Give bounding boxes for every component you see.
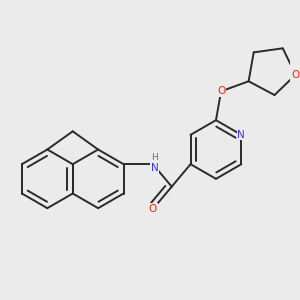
Text: N: N xyxy=(238,130,245,140)
Text: O: O xyxy=(217,86,225,96)
Text: O: O xyxy=(149,204,157,214)
Text: H: H xyxy=(152,153,158,162)
Text: O: O xyxy=(292,70,300,80)
Text: N: N xyxy=(151,163,159,173)
